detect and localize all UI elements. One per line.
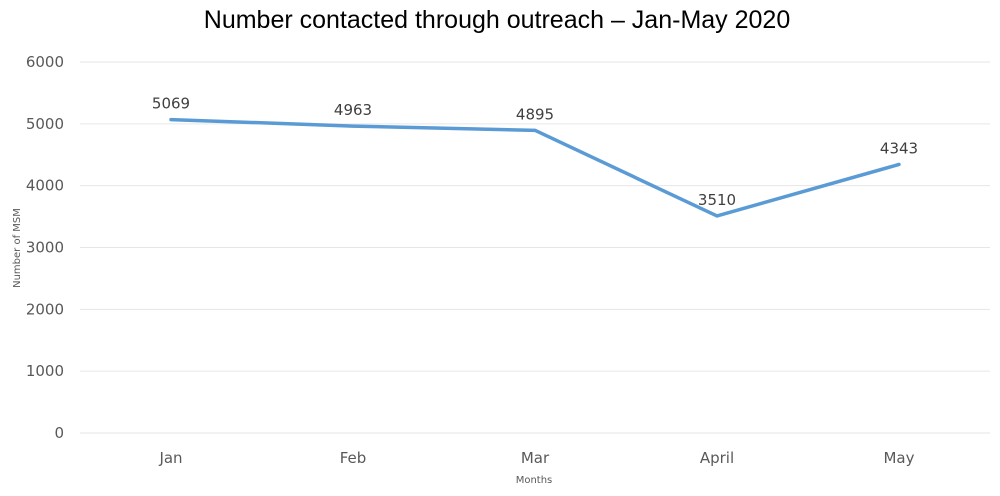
x-tick-label: Jan bbox=[158, 449, 182, 467]
data-point bbox=[897, 162, 901, 166]
y-tick-label: 4000 bbox=[26, 177, 64, 195]
x-axis-label: Months bbox=[516, 475, 553, 486]
data-label: 5069 bbox=[152, 95, 190, 113]
y-tick-label: 1000 bbox=[26, 362, 64, 380]
data-label: 4963 bbox=[334, 101, 372, 119]
y-axis-ticks: 0 1000 2000 3000 4000 5000 6000 bbox=[26, 53, 64, 442]
y-tick-label: 6000 bbox=[26, 53, 64, 71]
data-point bbox=[533, 128, 537, 132]
y-axis-label: Number of MSM bbox=[12, 208, 23, 288]
series-lines bbox=[169, 117, 901, 218]
data-point bbox=[351, 124, 355, 128]
y-tick-label: 5000 bbox=[26, 115, 64, 133]
data-label: 4343 bbox=[880, 139, 918, 157]
x-tick-label: April bbox=[700, 449, 734, 467]
x-tick-label: Feb bbox=[340, 449, 367, 467]
data-label: 4895 bbox=[516, 105, 554, 123]
x-axis-ticks: Jan Feb Mar April May bbox=[158, 449, 914, 467]
series-line-0 bbox=[169, 117, 901, 218]
x-tick-label: Mar bbox=[521, 449, 550, 467]
x-tick-label: May bbox=[883, 449, 914, 467]
data-label: 3510 bbox=[698, 191, 736, 209]
y-tick-label: 2000 bbox=[26, 300, 64, 318]
data-labels: 5069 4963 4895 3510 4343 bbox=[152, 95, 918, 209]
data-point bbox=[715, 214, 719, 218]
gridlines bbox=[80, 61, 990, 434]
y-tick-label: 3000 bbox=[26, 239, 64, 257]
chart-title: Number contacted through outreach – Jan-… bbox=[204, 6, 790, 34]
data-point bbox=[169, 118, 173, 122]
y-tick-label: 0 bbox=[54, 424, 64, 442]
